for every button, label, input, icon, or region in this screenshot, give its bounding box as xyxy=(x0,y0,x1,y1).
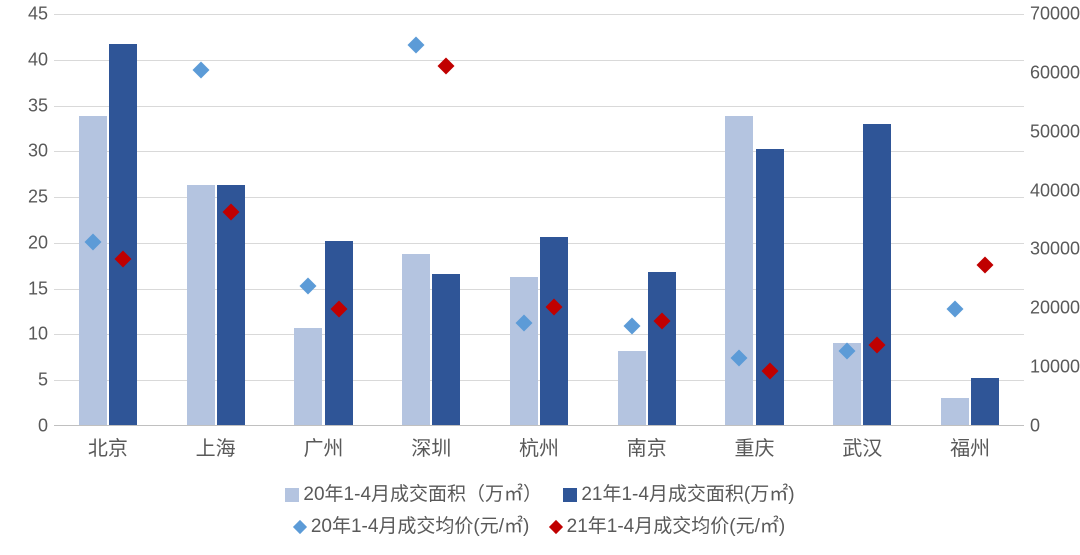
y-left-tick-label: 30 xyxy=(8,141,48,162)
marker-price-2020 xyxy=(192,61,209,78)
plot-area xyxy=(54,14,1024,426)
y-left-tick-label: 15 xyxy=(8,278,48,299)
legend-swatch xyxy=(293,520,307,534)
gridline xyxy=(54,60,1024,61)
y-left-tick-label: 40 xyxy=(8,49,48,70)
marker-price-2020 xyxy=(623,317,640,334)
x-tick-label: 福州 xyxy=(950,432,990,461)
y-left-tick-label: 0 xyxy=(8,416,48,437)
bar-2021 xyxy=(648,272,676,425)
bar-2020 xyxy=(618,351,646,425)
legend-item-price20: 20年1-4月成交均价(元/㎡) xyxy=(295,512,530,542)
bar-2020 xyxy=(187,185,215,425)
bar-2021 xyxy=(756,149,784,425)
legend-label: 21年1-4月成交面积(万㎡) xyxy=(581,480,794,510)
bar-2021 xyxy=(540,237,568,425)
y-left-tick-label: 5 xyxy=(8,370,48,391)
y-right-tick-label: 60000 xyxy=(1030,62,1080,83)
bar-2020 xyxy=(941,398,969,425)
marker-price-2021 xyxy=(977,257,994,274)
x-tick-label: 重庆 xyxy=(735,432,775,461)
x-tick-label: 广州 xyxy=(303,432,343,461)
bar-2021 xyxy=(325,241,353,425)
y-left-tick-label: 10 xyxy=(8,324,48,345)
bar-2020 xyxy=(510,277,538,425)
y-right-tick-label: 50000 xyxy=(1030,121,1080,142)
legend-swatch xyxy=(285,488,299,502)
y-right-tick-label: 30000 xyxy=(1030,239,1080,260)
legend-swatch xyxy=(563,488,577,502)
bar-2021 xyxy=(971,378,999,425)
x-tick-label: 南京 xyxy=(627,432,667,461)
bar-2021 xyxy=(432,274,460,425)
y-right-tick-label: 10000 xyxy=(1030,357,1080,378)
legend-swatch xyxy=(549,520,563,534)
legend-label: 20年1-4月成交面积（万㎡） xyxy=(303,480,542,510)
bar-2021 xyxy=(109,44,137,425)
y-left-tick-label: 25 xyxy=(8,187,48,208)
x-tick-label: 杭州 xyxy=(519,432,559,461)
legend-item-price21: 21年1-4月成交均价(元/㎡) xyxy=(551,512,786,542)
bar-2020 xyxy=(294,328,322,425)
y-right-tick-label: 40000 xyxy=(1030,180,1080,201)
x-tick-label: 上海 xyxy=(196,432,236,461)
legend-item-bar20: 20年1-4月成交面积（万㎡） xyxy=(285,480,542,510)
marker-price-2020 xyxy=(408,36,425,53)
y-left-tick-label: 35 xyxy=(8,95,48,116)
y-right-tick-label: 70000 xyxy=(1030,4,1080,25)
bar-2020 xyxy=(402,254,430,425)
legend-label: 20年1-4月成交均价(元/㎡) xyxy=(311,512,530,542)
legend-item-bar21: 21年1-4月成交面积(万㎡) xyxy=(563,480,794,510)
legend-label: 21年1-4月成交均价(元/㎡) xyxy=(567,512,786,542)
x-tick-label: 武汉 xyxy=(842,432,882,461)
marker-price-2020 xyxy=(300,277,317,294)
legend: 20年1-4月成交面积（万㎡） 21年1-4月成交面积(万㎡) 20年1-4月成… xyxy=(0,480,1080,542)
y-right-tick-label: 0 xyxy=(1030,416,1080,437)
bar-2021 xyxy=(863,124,891,425)
y-right-tick-label: 20000 xyxy=(1030,298,1080,319)
chart-container: 0 5 10 15 20 25 30 35 40 45 0 10000 20000 30000 40000… xyxy=(0,0,1080,555)
bar-2021 xyxy=(217,185,245,425)
y-left-tick-label: 45 xyxy=(8,4,48,25)
bar-2020 xyxy=(79,116,107,425)
y-left-tick-label: 20 xyxy=(8,232,48,253)
gridline xyxy=(54,106,1024,107)
gridline xyxy=(54,14,1024,15)
x-tick-label: 深圳 xyxy=(411,432,451,461)
marker-price-2020 xyxy=(947,301,964,318)
bar-2020 xyxy=(725,116,753,425)
x-tick-label: 北京 xyxy=(88,432,128,461)
